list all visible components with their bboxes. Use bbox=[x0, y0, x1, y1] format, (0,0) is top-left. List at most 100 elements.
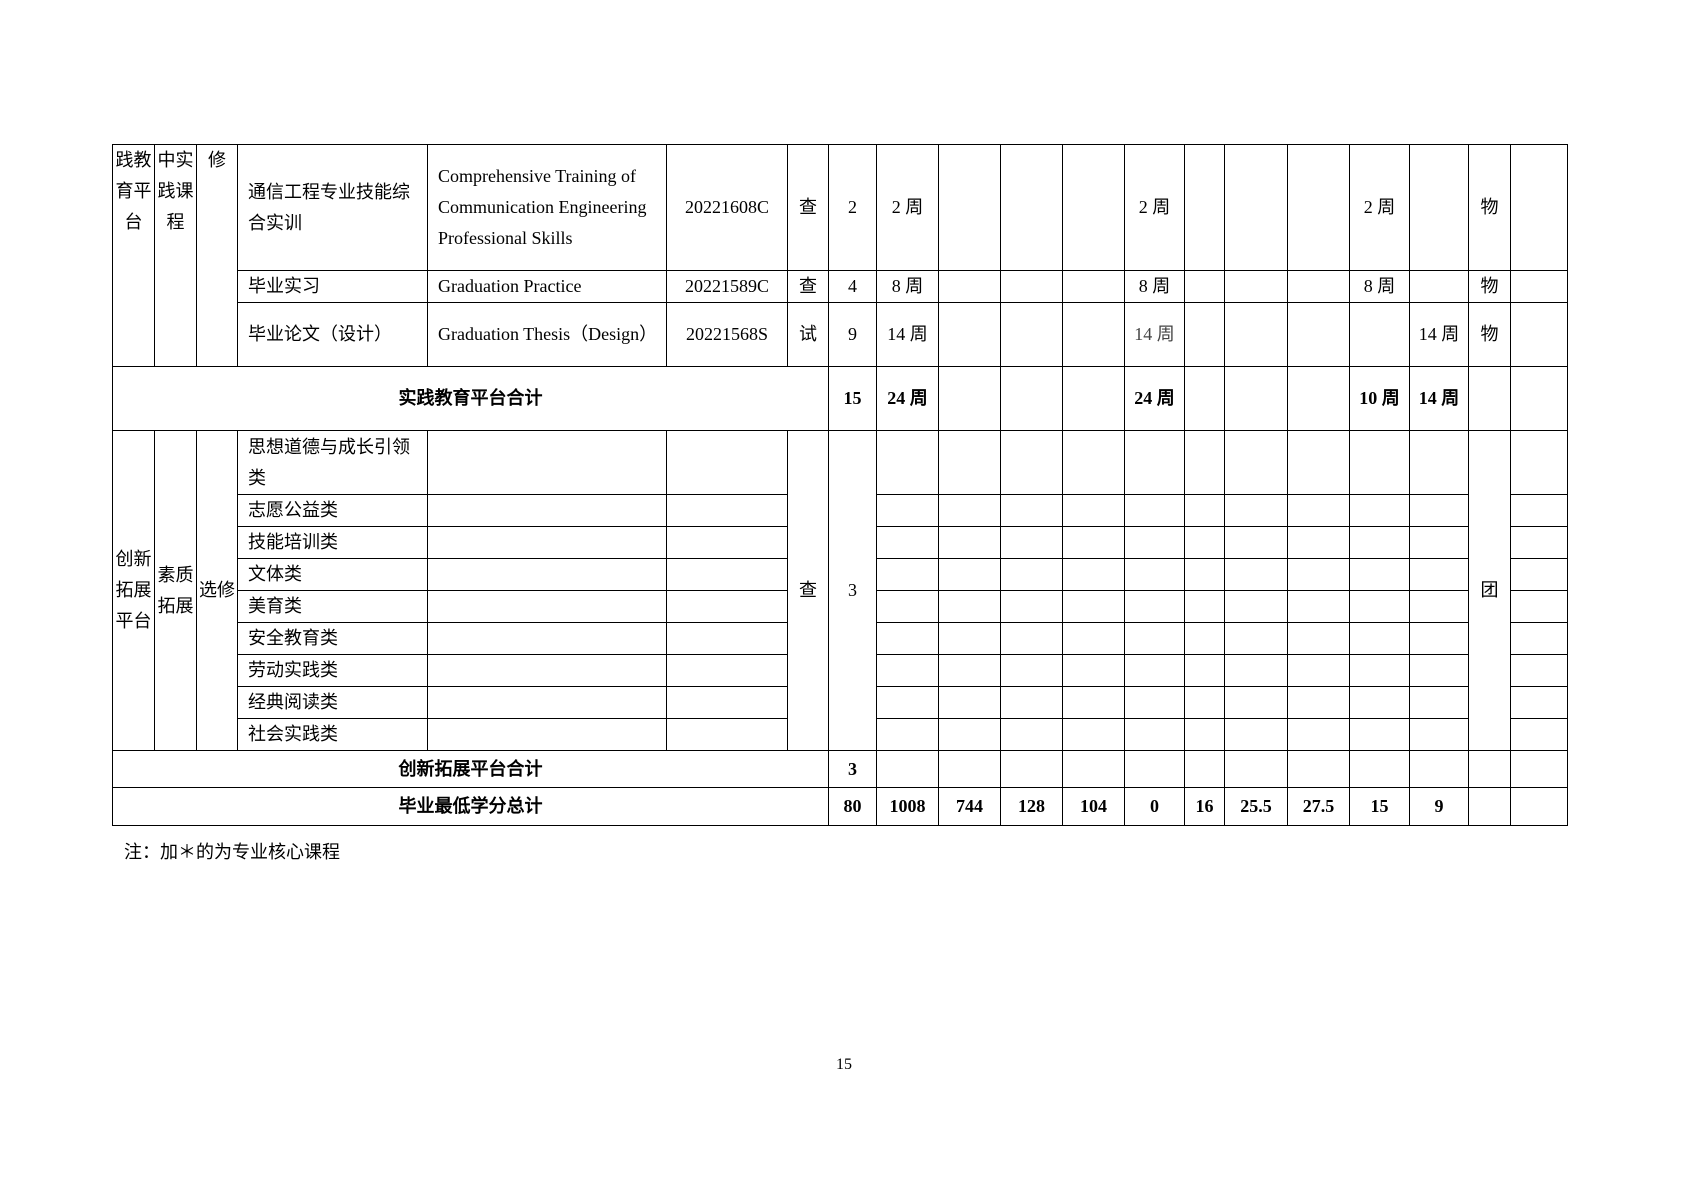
item-name: 思想道德与成长引领类 bbox=[237, 430, 428, 495]
hours-cell bbox=[1409, 526, 1469, 559]
total-value: 25.5 bbox=[1224, 787, 1288, 826]
hours-cell: 物 bbox=[1468, 270, 1511, 303]
total-value: 9 bbox=[1409, 787, 1469, 826]
hours-cell bbox=[1000, 144, 1063, 271]
table-row: 毕业论文（设计） Graduation Thesis（Design） 2022156… bbox=[113, 302, 1568, 367]
item-name: 安全教育类 bbox=[237, 622, 428, 655]
table-cell bbox=[1510, 526, 1568, 559]
hours-cell bbox=[938, 750, 1001, 788]
hours-cell bbox=[1184, 302, 1225, 367]
platform-cell: 创新拓展平台 bbox=[112, 430, 155, 751]
hours-cell bbox=[938, 526, 1001, 559]
hours-cell bbox=[1184, 750, 1225, 788]
hours-cell bbox=[1224, 718, 1288, 751]
credits: 9 bbox=[828, 302, 877, 367]
hours-cell bbox=[1287, 686, 1350, 719]
table-cell bbox=[1510, 686, 1568, 719]
course-english bbox=[427, 654, 667, 687]
hours-cell bbox=[1409, 654, 1469, 687]
course-code bbox=[666, 430, 788, 495]
hours-cell bbox=[1349, 590, 1410, 623]
hours-cell bbox=[1409, 494, 1469, 527]
hours-cell bbox=[1349, 654, 1410, 687]
hours-cell bbox=[1409, 270, 1469, 303]
hours-cell bbox=[1124, 654, 1185, 687]
item-name: 社会实践类 bbox=[237, 718, 428, 751]
table-row: 劳动实践类 bbox=[113, 654, 1568, 687]
table-row: 社会实践类 bbox=[113, 718, 1568, 751]
item-name: 经典阅读类 bbox=[237, 686, 428, 719]
course-name: 毕业论文（设计） bbox=[237, 302, 428, 367]
course-english bbox=[427, 430, 667, 495]
hours-cell bbox=[1224, 302, 1288, 367]
hours-cell bbox=[1409, 144, 1469, 271]
course-english: Graduation Practice bbox=[427, 270, 667, 303]
table-cell bbox=[1510, 558, 1568, 591]
credits: 3 bbox=[828, 430, 877, 751]
hours-cell bbox=[1510, 366, 1568, 431]
course-english bbox=[427, 590, 667, 623]
course-english bbox=[427, 526, 667, 559]
total-value: 744 bbox=[938, 787, 1001, 826]
course-name: 毕业实习 bbox=[237, 270, 428, 303]
hours-cell bbox=[1224, 654, 1288, 687]
hours-cell bbox=[876, 526, 939, 559]
table-cell bbox=[1510, 494, 1568, 527]
item-name: 文体类 bbox=[237, 558, 428, 591]
hours-cell bbox=[1349, 526, 1410, 559]
course-code bbox=[666, 622, 788, 655]
platform-cell: 践教育平台 bbox=[112, 144, 155, 367]
course-english bbox=[427, 558, 667, 591]
total-value: 128 bbox=[1000, 787, 1063, 826]
credits: 3 bbox=[828, 750, 877, 788]
hours-cell bbox=[1062, 558, 1125, 591]
hours-cell bbox=[1000, 654, 1063, 687]
assessment: 试 bbox=[787, 302, 829, 367]
hours-cell: 8 周 bbox=[1124, 270, 1185, 303]
total-value: 1008 bbox=[876, 787, 939, 826]
hours-cell bbox=[876, 590, 939, 623]
hours-cell bbox=[1184, 144, 1225, 271]
hours-cell: 2 周 bbox=[1349, 144, 1410, 271]
hours-cell bbox=[1062, 302, 1125, 367]
hours-cell bbox=[1000, 718, 1063, 751]
footnote: 注：加＊的为专业核心课程 bbox=[124, 842, 340, 862]
hours-cell bbox=[1000, 302, 1063, 367]
table-row: 志愿公益类 bbox=[113, 494, 1568, 527]
hours-cell bbox=[1062, 144, 1125, 271]
course-code: 20221608C bbox=[666, 144, 788, 271]
hours-cell bbox=[1224, 526, 1288, 559]
course-english bbox=[427, 494, 667, 527]
hours-cell bbox=[876, 494, 939, 527]
hours-cell: 14 周 bbox=[1124, 302, 1185, 367]
category-cell: 素质拓展 bbox=[154, 430, 197, 751]
table-cell bbox=[1510, 430, 1568, 495]
hours-cell bbox=[1224, 144, 1288, 271]
hours-cell bbox=[1409, 718, 1469, 751]
credits: 4 bbox=[828, 270, 877, 303]
hours-cell bbox=[1349, 622, 1410, 655]
hours-cell bbox=[1510, 270, 1568, 303]
hours-cell bbox=[1224, 590, 1288, 623]
assessment: 查 bbox=[787, 430, 829, 751]
hours-cell bbox=[876, 654, 939, 687]
hours-cell bbox=[1468, 366, 1511, 431]
hours-cell bbox=[1062, 654, 1125, 687]
hours-cell bbox=[1062, 430, 1125, 495]
hours-cell bbox=[938, 302, 1001, 367]
table-row: 创新拓展平台 素质拓展 选修 思想道德与成长引领类 查 3 团 bbox=[112, 430, 1568, 751]
hours-cell bbox=[938, 366, 1001, 431]
hours-cell bbox=[1510, 750, 1568, 788]
hours-cell bbox=[1062, 622, 1125, 655]
hours-cell bbox=[1287, 590, 1350, 623]
table-cell bbox=[1510, 718, 1568, 751]
hours-cell bbox=[1409, 750, 1469, 788]
hours-cell: 8 周 bbox=[1349, 270, 1410, 303]
hours-cell bbox=[1287, 270, 1350, 303]
table-row: 实践教育平台合计 15 24 周 24 周 10 周 14 周 bbox=[112, 366, 1568, 431]
course-name: 通信工程专业技能综合实训 bbox=[237, 144, 428, 271]
total-value: 16 bbox=[1184, 787, 1225, 826]
hours-cell bbox=[1184, 590, 1225, 623]
hours-cell bbox=[938, 718, 1001, 751]
